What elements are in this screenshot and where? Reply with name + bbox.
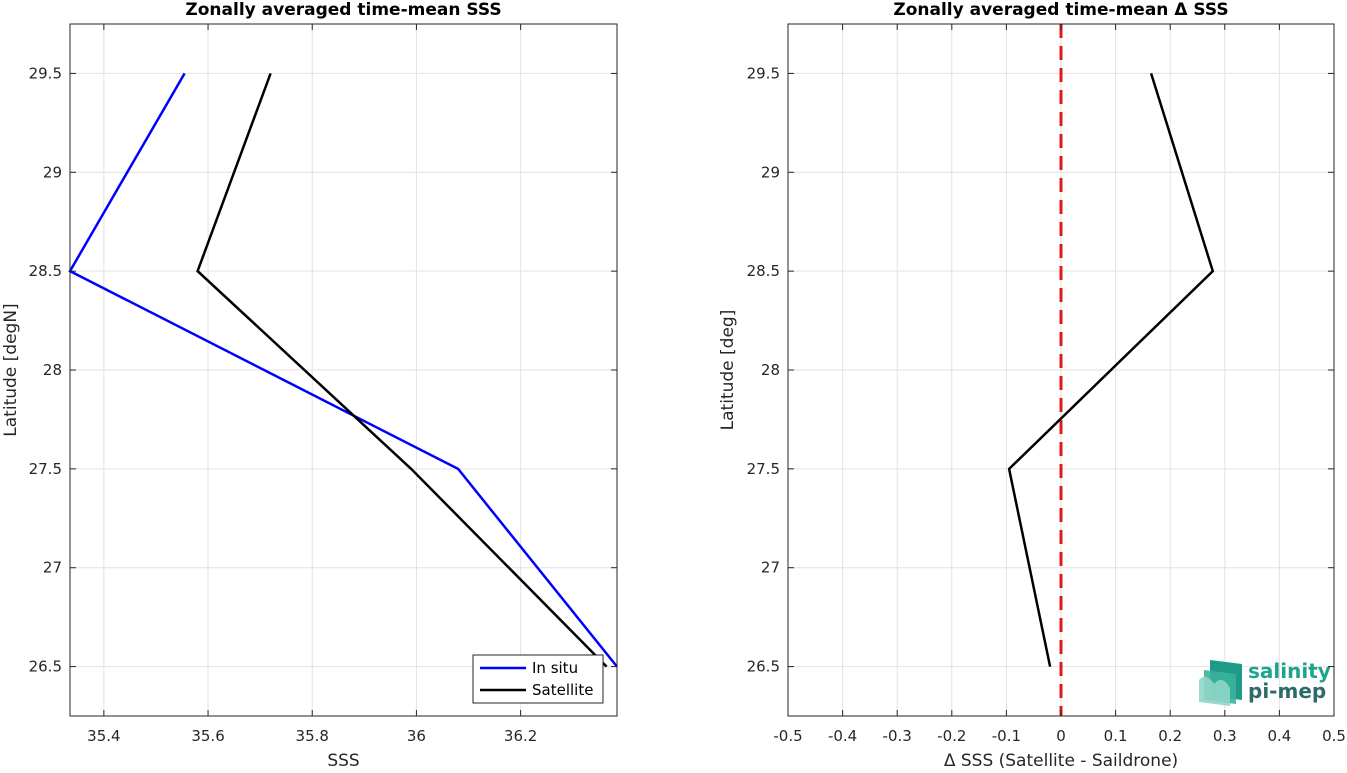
legend-label-satellite: Satellite [532, 681, 593, 699]
salinity-pi-mep-logo: salinity pi-mep [1199, 659, 1331, 706]
right-chart-y-tick-label: 27 [761, 559, 780, 577]
right-chart-x-tick-label: 0.2 [1158, 727, 1182, 745]
left-chart-y-tick-label: 29 [43, 163, 62, 181]
right-chart-x-axis-label: Δ SSS (Satellite - Saildrone) [944, 751, 1178, 769]
right-chart-y-tick-label: 26.5 [747, 658, 780, 676]
right-chart-ticks: -0.5 -0.4 -0.3 -0.2 -0.1 0 0.1 0.2 0.3 0.4 0.5 26.5… [747, 24, 1346, 745]
legend-box [472, 654, 604, 704]
right-chart-x-tick-label: 0.1 [1104, 727, 1128, 745]
legend-label-in-situ: In situ [532, 659, 578, 677]
left-chart-y-tick-label: 27 [43, 559, 62, 577]
right-chart-x-tick-label: 0 [1056, 727, 1066, 745]
left-chart-x-tick-label: 35.4 [87, 727, 120, 745]
logo-text-salinity: salinity [1248, 659, 1331, 683]
left-chart-y-tick-label: 28.5 [29, 262, 62, 280]
left-chart-y-axis-label: Latitude [degN] [1, 303, 21, 436]
right-chart-x-tick-label: -0.5 [773, 727, 802, 745]
left-chart-y-tick-label: 26.5 [29, 658, 62, 676]
right-chart-y-tick-label: 28.5 [747, 262, 780, 280]
left-chart-y-tick-label: 27.5 [29, 460, 62, 478]
left-chart-series-line-satellite [196, 72, 608, 668]
right-chart-series [1007, 73, 1215, 667]
left-chart-gridlines [70, 24, 617, 716]
logo-text-pi-mep: pi-mep [1248, 679, 1326, 703]
right-chart-y-tick-label: 29 [761, 163, 780, 181]
right-chart-x-tick-label: -0.2 [937, 727, 966, 745]
right-chart-x-tick-label: 0.3 [1213, 727, 1237, 745]
left-chart-title: Zonally averaged time-mean SSS [185, 0, 501, 20]
legend: In situ Satellite [472, 654, 604, 704]
right-chart-x-tick-label: 0.5 [1322, 727, 1346, 745]
right-chart-x-tick-label: 0.4 [1267, 727, 1291, 745]
right-chart-panel: -0.5 -0.4 -0.3 -0.2 -0.1 0 0.1 0.2 0.3 0.4 0.5 26.5… [718, 0, 1346, 771]
left-chart-x-tick-label: 35.6 [191, 727, 224, 745]
left-chart-y-tick-label: 29.5 [29, 64, 62, 82]
left-chart-x-axis-label: SSS [327, 751, 359, 769]
left-chart-x-tick-label: 36 [407, 727, 426, 745]
left-chart-x-tick-label: 35.8 [296, 727, 329, 745]
right-chart-gridlines [787, 24, 1335, 716]
left-chart-series-line-in-situ [68, 72, 618, 668]
right-chart-x-tick-label: -0.3 [883, 727, 912, 745]
right-chart-y-tick-label: 27.5 [747, 460, 780, 478]
logo-wave-icon [1199, 660, 1242, 706]
right-chart-title: Zonally averaged time-mean Δ SSS [893, 0, 1228, 20]
left-chart-y-tick-label: 28 [43, 361, 62, 379]
right-chart-x-tick-label: -0.4 [828, 727, 857, 745]
left-chart-x-tick-label: 36.2 [504, 727, 537, 745]
right-chart-y-tick-label: 29.5 [747, 64, 780, 82]
right-chart-y-axis-label: Latitude [deg] [718, 310, 738, 431]
right-chart-series-line-delta-sss [1007, 73, 1215, 667]
left-chart-ticks: 35.4 35.6 35.8 36 36.2 26.5 27 27.5 28 28.5 29 29.5 [29, 24, 617, 745]
right-chart-x-tick-label: -0.1 [992, 727, 1021, 745]
right-chart-y-tick-label: 28 [761, 361, 780, 379]
left-chart-series [68, 72, 618, 668]
left-chart-panel: 35.4 35.6 35.8 36 36.2 26.5 27 27.5 28 28.5 29 29.5… [1, 0, 618, 771]
